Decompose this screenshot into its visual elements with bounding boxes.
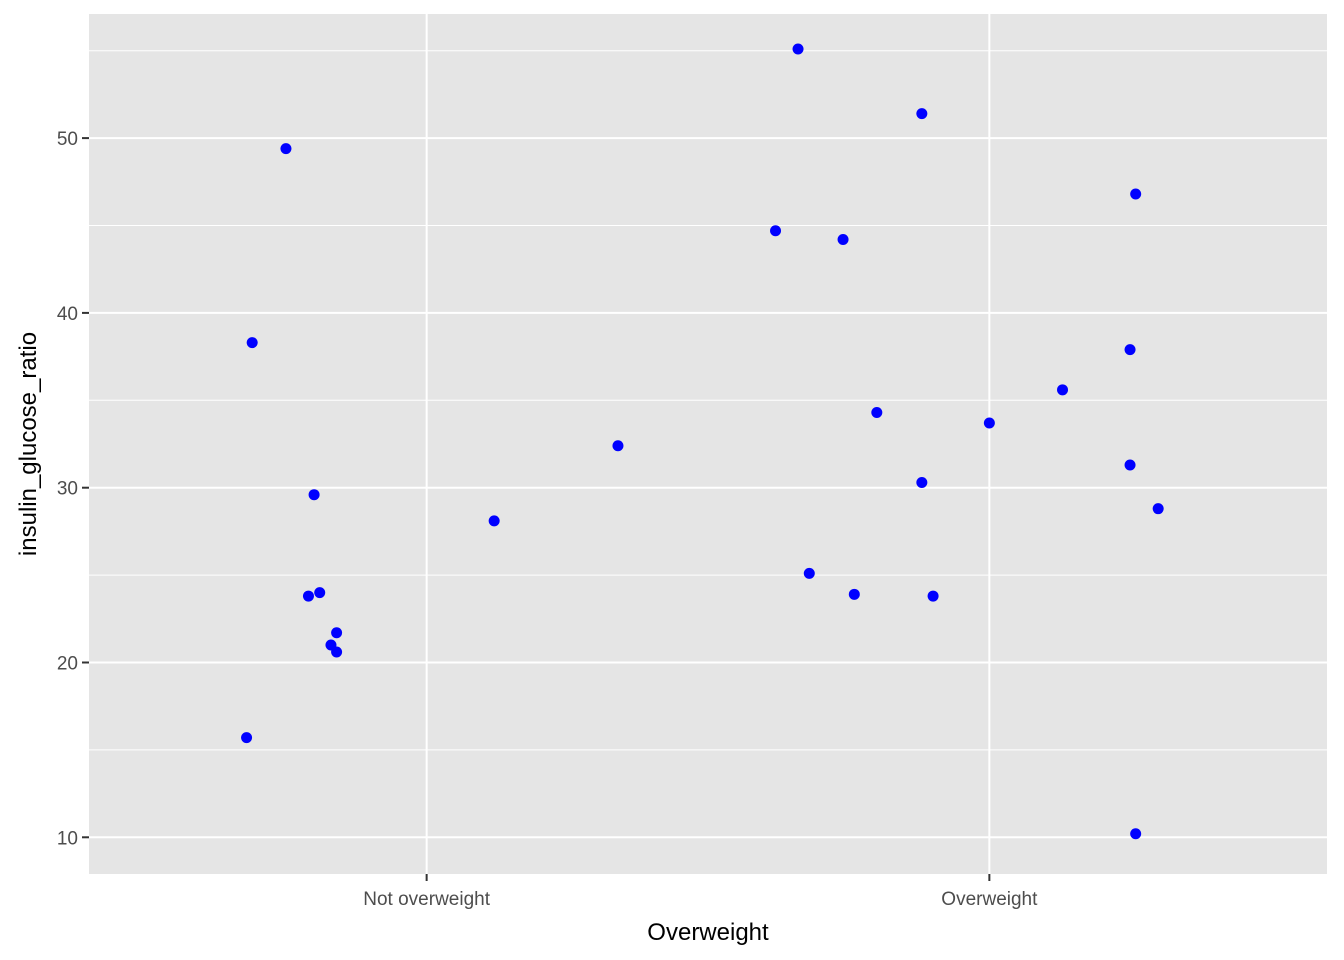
- data-point-1: [246, 337, 258, 349]
- y-tick-label-2: 30: [57, 479, 78, 500]
- y-tick-label-3: 40: [57, 304, 78, 325]
- data-point-23: [1124, 344, 1136, 356]
- y-axis-ticks: 10 20 30 40 50: [57, 129, 89, 849]
- data-point-14: [803, 567, 815, 579]
- y-tick-label-4: 50: [57, 129, 78, 150]
- plot-panel: [89, 14, 1327, 874]
- data-point-18: [916, 476, 928, 488]
- data-point-9: [488, 515, 500, 527]
- data-point-0: [280, 143, 292, 155]
- data-point-26: [1130, 828, 1142, 840]
- data-point-8: [241, 732, 253, 744]
- x-axis-ticks: Not overweight Overweight: [363, 874, 1038, 910]
- data-point-19: [927, 590, 939, 602]
- data-point-25: [1152, 503, 1164, 515]
- data-point-11: [792, 43, 804, 55]
- data-point-22: [1130, 188, 1142, 200]
- data-point-4: [314, 587, 326, 599]
- data-point-13: [837, 233, 849, 245]
- data-point-10: [612, 440, 624, 452]
- data-point-17: [916, 108, 928, 120]
- x-tick-label-0: Not overweight: [363, 889, 490, 910]
- data-point-24: [1124, 459, 1136, 471]
- data-point-5: [331, 627, 343, 639]
- y-tick-label-0: 10: [57, 828, 78, 849]
- data-points: [241, 43, 1164, 840]
- y-tick-label-1: 20: [57, 653, 78, 674]
- major-gridlines: [89, 14, 1327, 874]
- data-point-16: [871, 407, 883, 419]
- minor-gridlines: [89, 50, 1327, 751]
- data-point-7: [331, 646, 343, 658]
- data-point-3: [302, 590, 314, 602]
- x-axis-title: Overweight: [647, 919, 769, 946]
- data-point-15: [848, 588, 860, 600]
- y-axis-title: insulin_glucose_ratio: [15, 332, 42, 556]
- data-point-20: [983, 417, 995, 429]
- data-point-21: [1057, 384, 1069, 396]
- x-tick-label-1: Overweight: [941, 889, 1038, 910]
- data-point-2: [308, 489, 320, 501]
- data-point-12: [770, 225, 782, 237]
